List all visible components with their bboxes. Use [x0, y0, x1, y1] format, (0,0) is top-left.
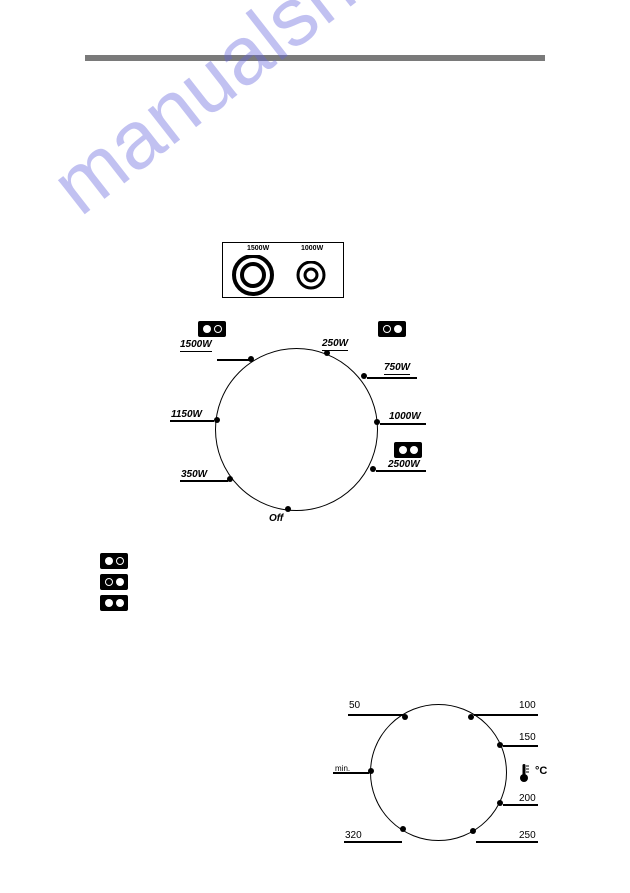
- connector-line: [180, 480, 228, 482]
- dial-dot: [400, 826, 406, 832]
- temp-label: 100: [519, 700, 536, 711]
- connector-line: [376, 470, 426, 472]
- thermometer-icon: [518, 762, 534, 787]
- temp-label: 200: [519, 793, 536, 804]
- dial-dot: [470, 828, 476, 834]
- legend-badge-right: [100, 553, 128, 569]
- temp-unit: °C: [535, 765, 547, 777]
- temp-label: 150: [519, 732, 536, 743]
- dial-dot: [285, 506, 291, 512]
- temp-label: 50: [349, 700, 360, 711]
- hotplate-right-label: 1000W: [301, 245, 323, 252]
- badge-small-zone: [378, 321, 406, 337]
- connector-line: [170, 420, 214, 422]
- connector-line: [474, 714, 538, 716]
- connector-line: [333, 772, 369, 774]
- connector-line: [503, 804, 538, 806]
- zone-legend: [100, 553, 128, 616]
- temperature-dial: [370, 704, 507, 841]
- dial-dot: [214, 417, 220, 423]
- hotplate-large-icon: [231, 255, 279, 303]
- hotplate-diagram: 1500W 1000W: [222, 242, 344, 298]
- connector-line: [503, 745, 538, 747]
- badge-large-zone: [198, 321, 226, 337]
- connector-line: [217, 359, 249, 361]
- hotplate-left-label: 1500W: [247, 245, 269, 252]
- connector-line: [348, 714, 403, 716]
- header-bar: [85, 55, 545, 61]
- power-dial: [215, 348, 378, 511]
- legend-badge-both: [100, 595, 128, 611]
- badge-both-zone: [394, 442, 422, 458]
- temp-label: 320: [345, 830, 362, 841]
- hotplate-small-icon: [295, 261, 331, 297]
- connector-line: [367, 377, 417, 379]
- watermark-text: manualshive.com: [35, 0, 596, 233]
- connector-line: [344, 841, 402, 843]
- temp-label: 250: [519, 830, 536, 841]
- power-label: 250W: [322, 338, 348, 351]
- power-label: 1500W: [180, 339, 212, 352]
- connector-line: [476, 841, 538, 843]
- connector-line: [380, 423, 426, 425]
- power-label: 750W: [384, 362, 410, 375]
- legend-badge-left: [100, 574, 128, 590]
- power-label-off: Off: [269, 513, 283, 524]
